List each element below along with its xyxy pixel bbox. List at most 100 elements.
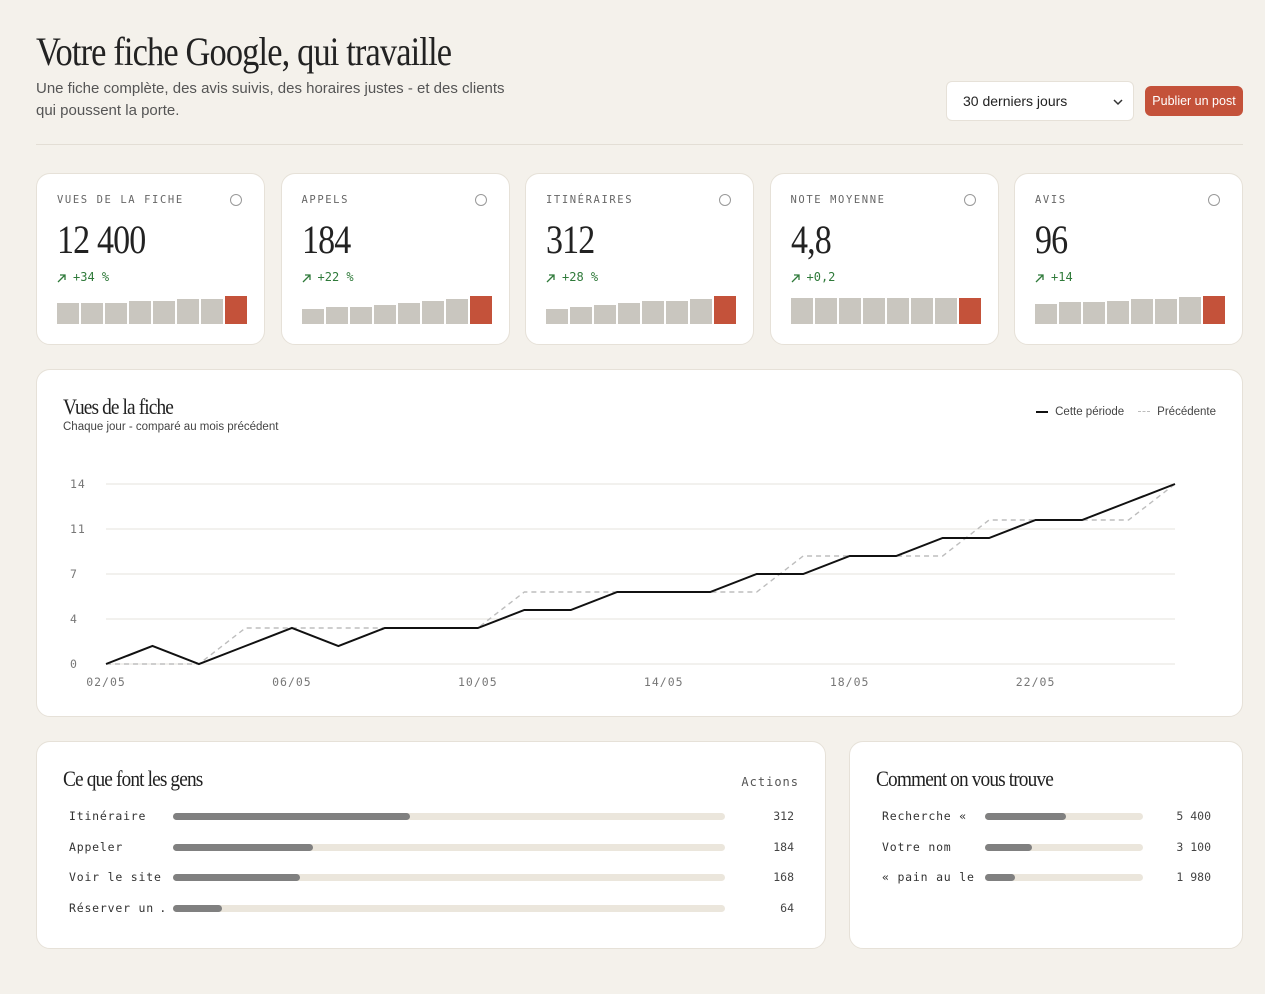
- chart-card: Vues de la fiche Chaque jour - comparé a…: [36, 369, 1243, 717]
- trend-arrow: [791, 274, 800, 283]
- arrow-path: [1035, 274, 1044, 283]
- x-tick-label: 22/05: [1016, 675, 1056, 689]
- spark-bar: [57, 303, 79, 324]
- row-label: Voir le site: [69, 870, 162, 884]
- spark-bar: [1203, 296, 1225, 324]
- spark-bar: [862, 298, 885, 324]
- bar-track: [985, 843, 1143, 851]
- trend-arrow: [1035, 274, 1044, 283]
- spark-bar: [129, 301, 151, 324]
- spark-bar: [570, 307, 592, 324]
- kpi-radio: [963, 194, 976, 206]
- chart-title: Vues de la fiche: [63, 394, 174, 419]
- spark-bar: [397, 303, 420, 324]
- sources-title: Comment on vous trouve: [876, 766, 1054, 791]
- series-line: [105, 483, 1176, 666]
- legend-swatch: [1138, 411, 1151, 413]
- x-tick-label: 10/05: [458, 675, 498, 689]
- spark-bar: [910, 298, 933, 324]
- spark-bar: [421, 301, 444, 324]
- spark-bar: [1083, 302, 1105, 324]
- actions-column: Actions: [741, 775, 799, 789]
- kpi-card: APPELS 184 +22 %: [280, 173, 510, 345]
- publish-button[interactable]: Publier un post: [1145, 86, 1243, 116]
- bar-track: [173, 874, 725, 881]
- row-value: 312: [773, 809, 794, 823]
- row-label: Réserver un …: [69, 900, 164, 915]
- row-value: 64: [780, 900, 794, 915]
- row-label: Appeler: [69, 839, 124, 854]
- spark-bar: [1131, 299, 1153, 324]
- kpi-card: VUES DE LA FICHE 12 400 +34 %: [36, 173, 265, 345]
- spark-bar: [618, 303, 640, 324]
- x-tick-label: 14/05: [644, 675, 684, 689]
- bar-fill: [173, 843, 313, 851]
- arrow-path: [546, 274, 555, 283]
- row-label: « pain au le…: [882, 870, 974, 884]
- arrow-path: [791, 274, 800, 283]
- x-tick-label: 02/05: [86, 675, 126, 689]
- kpi-value: 4,8: [790, 217, 832, 262]
- row-value: 1 980: [1176, 870, 1211, 884]
- kpi-card: ITINÉRAIRES 312 +28 %: [525, 173, 754, 345]
- spark-bar: [1035, 304, 1057, 324]
- x-tick-label: 18/05: [830, 675, 870, 689]
- period-text: 30 derniers jours: [963, 93, 1068, 109]
- trend-arrow: [302, 274, 311, 283]
- row-value: 184: [773, 839, 794, 854]
- bar-fill: [173, 904, 222, 912]
- row-value: 3 100: [1176, 839, 1211, 854]
- kpi-delta: +0,2: [806, 270, 836, 284]
- row-value: 5 400: [1176, 809, 1211, 823]
- bar-track: [173, 904, 725, 912]
- spark-bar: [546, 309, 568, 324]
- line-chart: 0 4 7 11 14 02/05 06/05 10/05 14/05 18/05 22/05: [70, 477, 1176, 689]
- spark-bar: [325, 307, 348, 324]
- kpi-card: AVIS 96 +14: [1014, 173, 1243, 345]
- spark-bar: [690, 299, 712, 324]
- spark-bar: [814, 298, 837, 324]
- kpi-label: AVIS: [1035, 194, 1067, 206]
- spark-bar: [886, 298, 909, 324]
- legend-swatch: [1036, 410, 1049, 413]
- bar-track: [173, 843, 725, 851]
- y-tick-label: 14: [70, 477, 86, 491]
- kpi-radio: [474, 194, 487, 206]
- x-tick-label: 06/05: [272, 675, 312, 689]
- kpi-value: 184: [301, 217, 351, 262]
- spark-bar: [201, 299, 223, 324]
- chevron: [1113, 99, 1123, 106]
- kpi-value: 96: [1035, 217, 1068, 262]
- bar-fill: [985, 874, 1015, 881]
- legend-label: Cette période: [1055, 406, 1125, 418]
- kpi-delta: +34 %: [73, 270, 110, 284]
- bar-track: [985, 874, 1143, 881]
- spark-bar: [469, 296, 492, 324]
- trend-arrow: [546, 274, 555, 283]
- bar-fill: [173, 813, 410, 820]
- kpi-radio: [719, 194, 731, 206]
- bar-fill: [173, 874, 301, 881]
- y-tick-label: 0: [70, 657, 78, 671]
- bar-fill: [985, 843, 1032, 851]
- y-tick-label: 11: [70, 522, 86, 536]
- spark-bar: [445, 299, 468, 324]
- spark-bar: [373, 305, 396, 324]
- spark-bar: [105, 303, 127, 324]
- spark-bar: [934, 298, 957, 324]
- chart-subtitle: Chaque jour - comparé au mois précédent: [63, 421, 279, 433]
- spark-bar: [1179, 297, 1201, 324]
- y-tick-label: 4: [70, 612, 78, 626]
- period-select[interactable]: 30 derniers jours: [946, 81, 1134, 121]
- kpi-label: APPELS: [301, 194, 350, 206]
- spark-bar: [153, 301, 175, 324]
- page-title: Votre fiche Google, qui travaille: [36, 29, 452, 74]
- actions-title: Ce que font les gens: [63, 766, 203, 791]
- kpi-label: NOTE MOYENNE: [790, 194, 886, 206]
- kpi-delta: +22 %: [317, 270, 354, 284]
- spark-bar: [1155, 299, 1177, 324]
- spark-bar: [642, 301, 664, 324]
- kpi-card: NOTE MOYENNE 4,8 +0,2: [769, 173, 999, 345]
